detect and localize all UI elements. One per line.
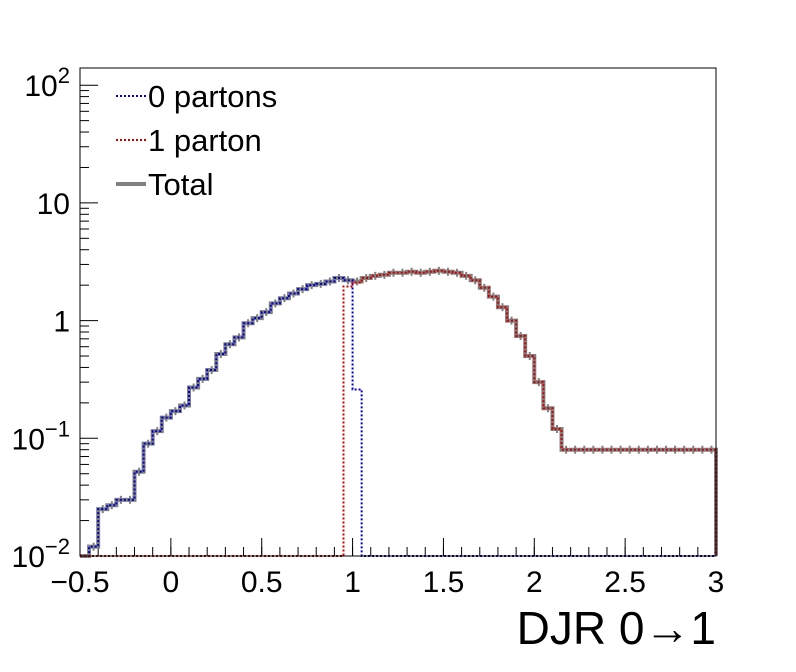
x-tick-label: −0.5 [50,566,109,599]
legend-entry-label: Total [148,167,213,202]
y-tick-label: 10−1 [12,416,70,456]
legend-entry-label: 0 partons [148,79,277,114]
y-tick-label: 102 [24,63,70,103]
x-tick-label: 1.5 [423,566,465,599]
x-tick-label: 1 [344,566,361,599]
plot-frame [79,67,717,557]
x-tick-label: 0 [163,566,180,599]
x-tick-label: 2 [526,566,543,599]
legend: 0 partons 1 parton Total [116,79,277,202]
y-tick-labels: 10−2 10−1 1 10 102 [12,63,70,574]
axis-ticks [79,84,717,557]
series-total [80,268,718,558]
y-tick-label: 10 [37,188,70,221]
y-tick-label: 1 [53,306,70,339]
legend-entry-label: 1 parton [148,123,262,158]
x-tick-label: 3 [708,566,725,599]
x-tick-labels: −0.5 0 0.5 1 1.5 2 2.5 3 [50,566,724,599]
x-tick-label: 2.5 [604,566,646,599]
series-1-parton [80,269,717,557]
x-tick-label: 0.5 [241,566,283,599]
x-axis-label: DJR 0→1 [517,602,716,654]
y-tick-label: 10−2 [12,534,70,574]
